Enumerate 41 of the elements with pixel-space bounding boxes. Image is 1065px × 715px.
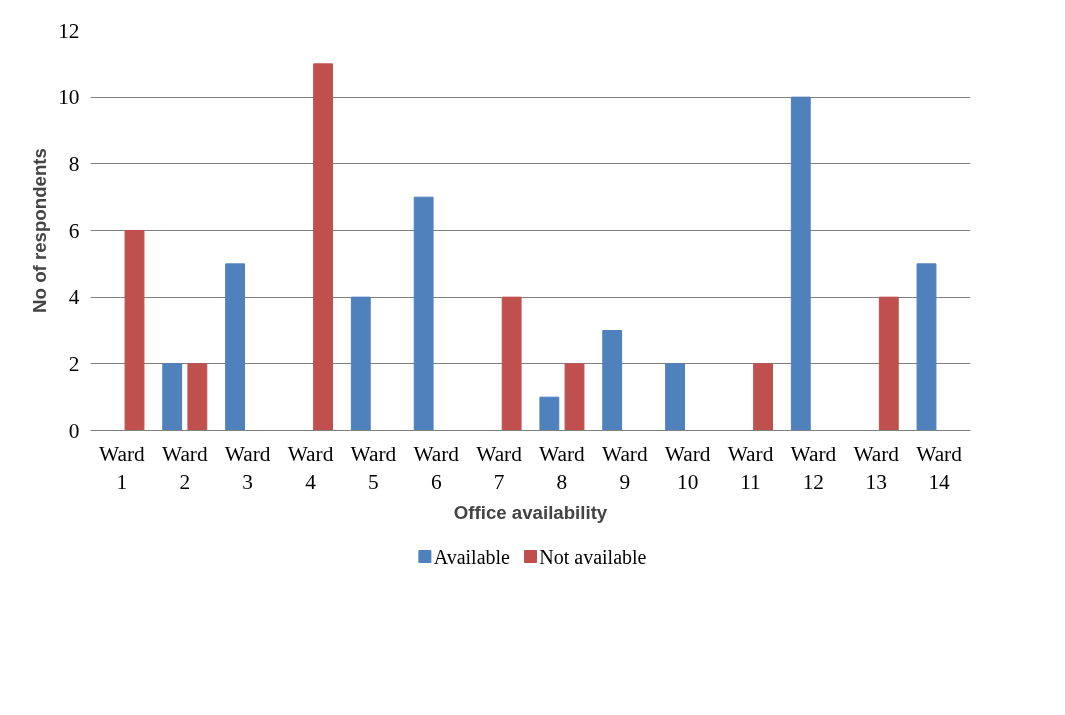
bar [753, 363, 773, 431]
y-tick-label: 10 [58, 85, 80, 110]
bar [790, 96, 811, 431]
x-tick-label: Ward 11 [727, 441, 774, 495]
y-tick-label: 0 [68, 418, 80, 443]
x-tick-label: Ward 13 [853, 441, 900, 495]
bar [665, 363, 685, 431]
bar [916, 263, 937, 431]
x-tick-label: Ward 6 [413, 441, 460, 495]
bar [187, 363, 208, 431]
y-tick-label: 4 [68, 285, 80, 310]
x-tick-label: Ward 9 [601, 441, 648, 495]
y-tick-label: 8 [68, 151, 80, 176]
bar [225, 263, 245, 431]
x-tick-label: Ward 5 [350, 441, 397, 495]
y-axis-title: No of respondents [29, 148, 51, 313]
x-tick-label: Ward 3 [224, 441, 271, 495]
bar [539, 396, 560, 431]
bar [878, 296, 899, 431]
x-tick-label: Ward 4 [287, 441, 334, 495]
legend-label: Not available [539, 545, 647, 568]
bar [350, 296, 371, 431]
bar [564, 363, 585, 431]
y-tick-label: 12 [58, 18, 80, 43]
y-tick-label: 6 [68, 218, 80, 243]
bar [313, 63, 333, 431]
bar [124, 230, 145, 431]
x-tick-label: Ward 12 [790, 441, 837, 495]
x-tick-label: Ward 1 [99, 441, 146, 495]
legend-label: Available [433, 545, 511, 568]
x-tick-label: Ward 14 [916, 441, 963, 495]
x-tick-label: Ward 8 [539, 441, 586, 495]
x-tick-label: Ward 10 [664, 441, 711, 495]
bar [413, 196, 434, 431]
y-tick-label: 2 [68, 351, 80, 376]
x-axis-title: Office availability [453, 502, 608, 524]
bar [162, 363, 183, 431]
x-tick-label: Ward 2 [161, 441, 208, 495]
bar [501, 296, 522, 431]
x-tick-label: Ward 7 [476, 441, 523, 495]
bar [602, 330, 623, 431]
